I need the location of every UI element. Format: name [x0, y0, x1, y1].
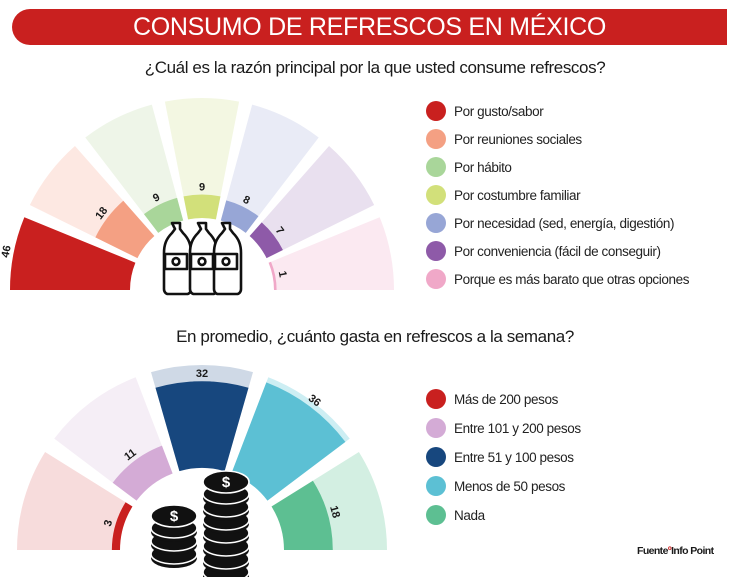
source-prefix: Fuente	[637, 545, 668, 557]
segment-value-label: 36	[306, 392, 323, 409]
chart-segment: 9	[85, 104, 184, 233]
segment-value-label: 8	[241, 194, 252, 207]
chart1-question: ¿Cuál es la razón principal por la que u…	[144, 58, 606, 77]
segment-background	[164, 98, 240, 220]
chart2-question: En promedio, ¿cuánto gasta en refrescos …	[176, 327, 574, 346]
legend-label: Menos de 50 pesos	[454, 478, 566, 494]
legend-item: Porque es más barato que otras opciones	[426, 269, 689, 289]
legend-swatch-icon	[426, 157, 446, 177]
page-title: CONSUMO DE REFRESCOS EN MÉXICO	[133, 12, 606, 41]
chart-segment: 36	[231, 377, 350, 501]
segment-value-label: 9	[199, 181, 205, 193]
chart-segment: 1	[268, 217, 394, 290]
title-banner: CONSUMO DE REFRESCOS EN MÉXICO	[12, 9, 727, 45]
soda-bottles-icon	[162, 221, 243, 296]
chart-segment: 46	[0, 217, 136, 290]
legend-swatch-icon	[426, 185, 446, 205]
svg-text:$: $	[170, 508, 179, 525]
legend-swatch-icon	[426, 241, 446, 261]
chart-consumption-reasons: 46 18 9 9 87 1	[0, 98, 394, 296]
segment-value-label: 18	[93, 205, 110, 222]
segment-value-label: 11	[122, 447, 139, 464]
legend-swatch-icon	[426, 418, 446, 438]
chart-segment: 18	[29, 146, 155, 259]
legend-label: Por costumbre familiar	[454, 187, 581, 203]
segment-background	[268, 217, 394, 290]
segment-value-label: 32	[196, 368, 208, 380]
segment-bar	[183, 194, 221, 220]
legend-swatch-icon	[426, 129, 446, 149]
legend-swatch-icon	[426, 476, 446, 496]
segment-value-label: 46	[0, 244, 14, 258]
segment-background	[220, 104, 319, 233]
legend-label: Entre 51 y 100 pesos	[454, 449, 574, 465]
source-credit: FuenteºInfo Point	[637, 545, 714, 557]
segment-value-label: 3	[102, 519, 115, 528]
chart-segment: 9	[164, 98, 240, 220]
legend-label: Más de 200 pesos	[454, 391, 558, 407]
segment-bar	[155, 381, 249, 472]
legend-item: Por gusto/sabor	[426, 101, 544, 121]
segment-bar	[143, 197, 184, 233]
legend-item: Entre 101 y 200 pesos	[426, 418, 581, 438]
legend-swatch-icon	[426, 213, 446, 233]
segment-background	[85, 104, 184, 233]
chart-segment: 18	[271, 451, 387, 550]
legend-swatch-icon	[426, 505, 446, 525]
segment-bar	[220, 200, 259, 233]
legend-label: Por conveniencia (fácil de conseguir)	[454, 243, 661, 259]
legend-item: Por hábito	[426, 157, 512, 177]
legend-item: Por costumbre familiar	[426, 185, 581, 205]
legend-swatch-icon	[426, 101, 446, 121]
chart-segment: 8	[220, 104, 319, 233]
legend-label: Entre 101 y 200 pesos	[454, 420, 581, 436]
segment-bar	[249, 222, 283, 259]
legend-swatch-icon	[426, 269, 446, 289]
legend-label: Nada	[454, 507, 485, 523]
legend-item: Entre 51 y 100 pesos	[426, 447, 574, 467]
coin-stacks-icon: $$	[150, 470, 250, 577]
segment-bar	[231, 382, 346, 501]
legend-item: Por conveniencia (fácil de conseguir)	[426, 241, 661, 261]
chart-segment: 11	[54, 377, 173, 501]
legend-label: Porque es más barato que otras opciones	[454, 271, 690, 287]
legend-item: Más de 200 pesos	[426, 389, 558, 409]
svg-text:$: $	[222, 474, 231, 491]
segment-value-label: 18	[327, 504, 342, 519]
legend-label: Por reuniones sociales	[454, 131, 582, 147]
segment-bar	[112, 445, 173, 501]
chart-segment: 32	[151, 365, 253, 472]
chart-segment: 7	[249, 146, 375, 259]
segment-bar	[268, 261, 277, 290]
source-name: Info Point	[671, 545, 714, 557]
legend-item: Nada	[426, 505, 485, 525]
segment-bar	[95, 200, 155, 259]
legend-item: Por necesidad (sed, energía, digestión)	[426, 213, 674, 233]
chart-segment: 3	[17, 451, 133, 550]
legend-swatch-icon	[426, 447, 446, 467]
legend-label: Por gusto/sabor	[454, 103, 544, 119]
segment-value-label: 9	[151, 191, 162, 204]
segment-bar	[10, 217, 136, 290]
legend-item: Menos de 50 pesos	[426, 476, 565, 496]
segment-background	[249, 146, 375, 259]
legend-label: Por necesidad (sed, energía, digestión)	[454, 215, 675, 231]
segment-bar	[111, 502, 133, 550]
legend-label: Por hábito	[454, 159, 512, 175]
segment-bar	[271, 480, 333, 550]
segment-value-label: 1	[276, 270, 289, 278]
source-mark: º	[667, 545, 672, 557]
legend-item: Por reuniones sociales	[426, 129, 582, 149]
segment-background	[17, 451, 133, 550]
legend-swatch-icon	[426, 389, 446, 409]
